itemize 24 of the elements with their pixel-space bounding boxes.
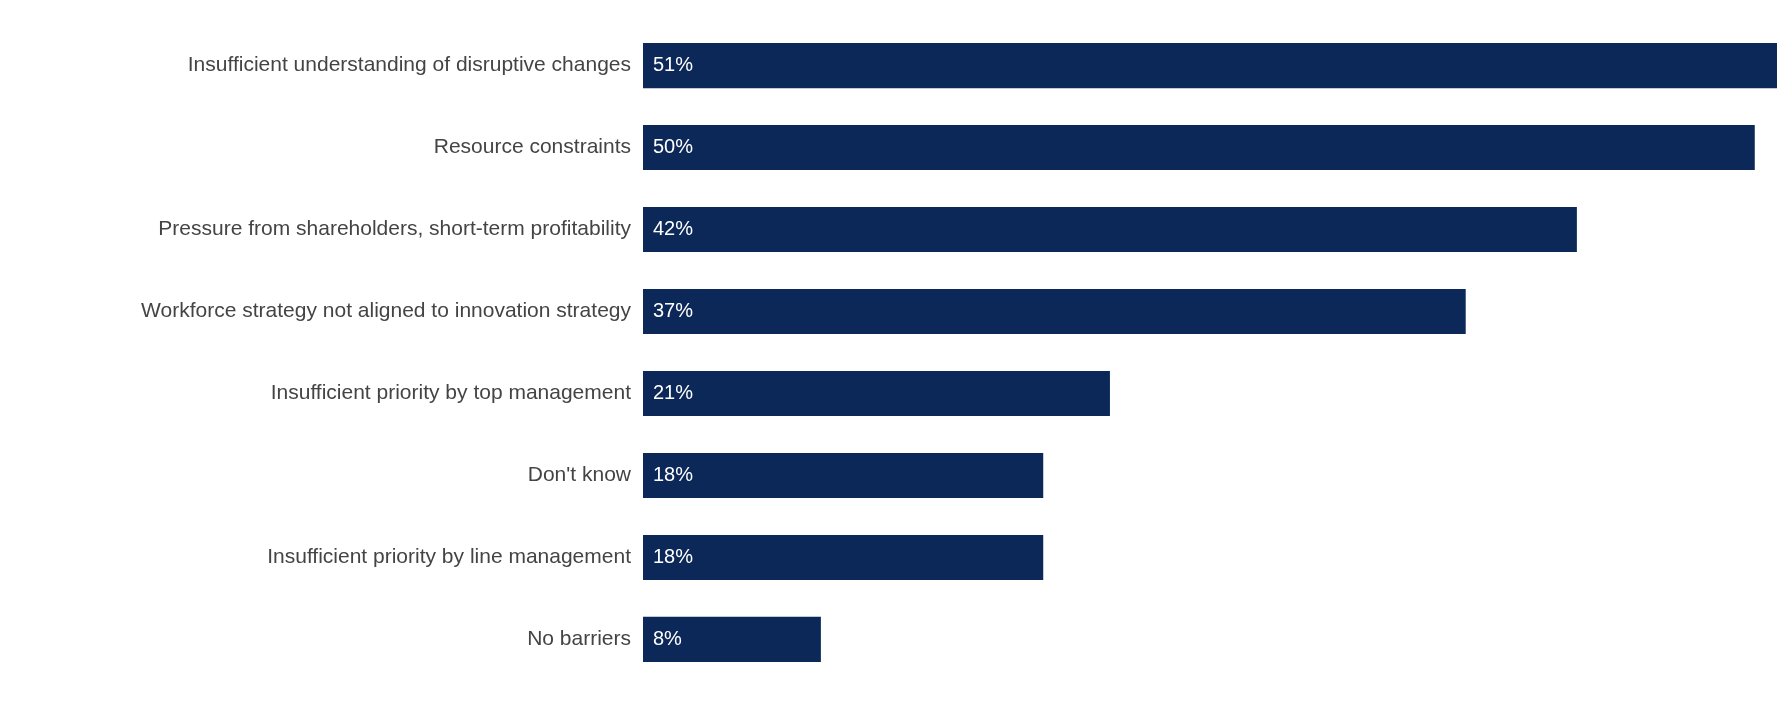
data-label: 21% (653, 381, 694, 403)
y-tick-label: Insufficient priority by top management (270, 380, 632, 404)
y-tick-label: Workforce strategy not aligned to innovation strategy (141, 298, 632, 322)
y-tick-label: No barriers (527, 626, 631, 650)
bar (643, 288, 1466, 335)
data-label: 18% (653, 544, 694, 567)
bar (643, 125, 1755, 171)
bar (643, 370, 1110, 417)
y-tick-label: Don't know (527, 462, 632, 486)
bar (643, 43, 1777, 89)
bar (643, 534, 1044, 580)
data-label: 42% (653, 217, 694, 240)
bar (643, 206, 1577, 253)
data-label: 18% (653, 462, 694, 485)
y-tick-label: Pressure from shareholders, short-term profitability (158, 216, 632, 240)
bar (643, 616, 821, 662)
data-label: 51% (653, 53, 694, 76)
y-tick-label: Insufficient understanding of disruptive changes (187, 52, 631, 76)
bar (643, 452, 1044, 499)
data-label: 50% (653, 135, 694, 158)
data-label: 8% (653, 626, 683, 649)
y-tick-label: Insufficient priority by line management (267, 544, 632, 568)
data-label: 37% (653, 299, 694, 322)
y-tick-label: Resource constraints (433, 134, 631, 158)
